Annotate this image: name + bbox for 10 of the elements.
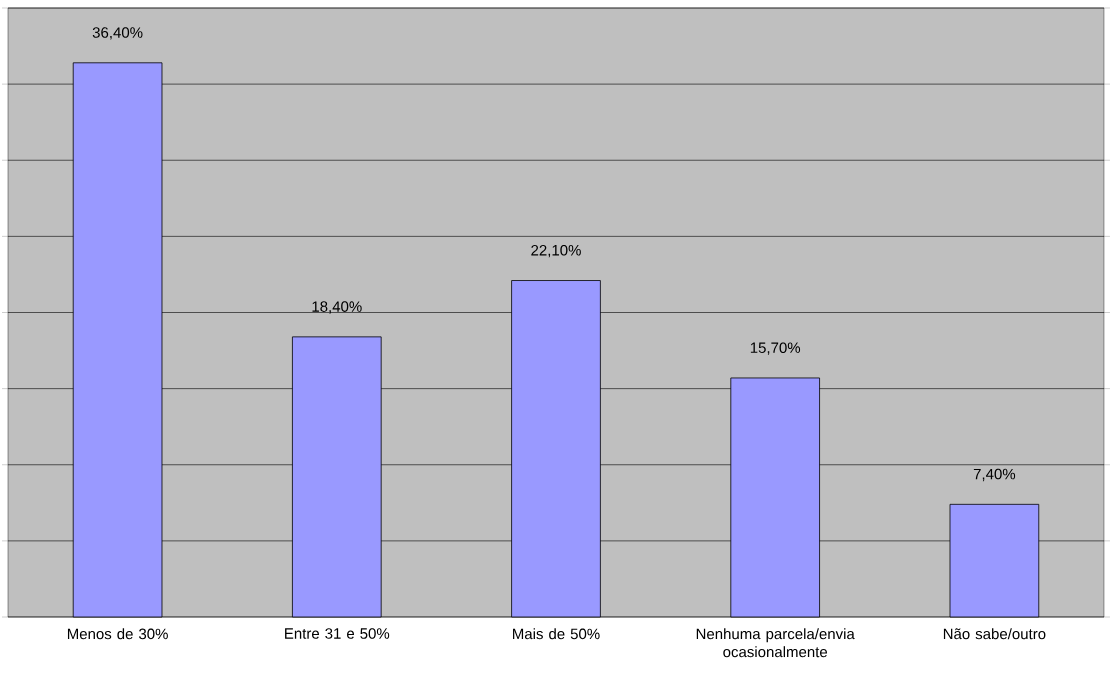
x-tick-label: Mais de 50% <box>513 628 600 640</box>
data-label: 22,10% <box>531 244 581 258</box>
x-tick-label: Não sabe/outro <box>943 628 1046 640</box>
data-label: 18,40% <box>312 301 362 314</box>
x-tick-label: Menos de 30% <box>67 628 168 640</box>
data-label: 7,40% <box>973 468 1016 482</box>
data-label: 36,40% <box>92 27 143 40</box>
data-label: 15,70% <box>750 342 801 355</box>
x-tick-label: Entre 31 e 50% <box>285 628 390 639</box>
x-tick-label: Nenhuma parcela/envia ocasionalmente <box>696 628 855 658</box>
